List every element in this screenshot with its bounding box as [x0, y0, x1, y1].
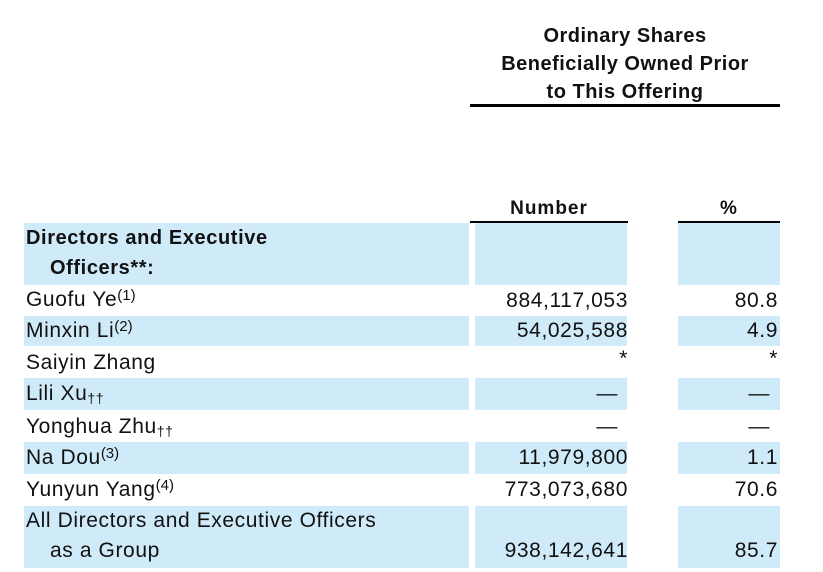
- column-header-number: Number: [510, 198, 588, 219]
- row-percent: —: [748, 415, 770, 438]
- row-percent: 1.1: [747, 446, 778, 469]
- group-header-line-1: Ordinary Shares: [543, 25, 707, 47]
- footnote-ref: ††: [156, 423, 174, 439]
- table-group-header: Ordinary Shares Beneficially Owned Prior…: [470, 22, 780, 106]
- total-percent: 85.7: [734, 539, 778, 562]
- section-header-row: Directors and Executive Officers**:: [24, 223, 780, 285]
- group-header-line-3: to This Offering: [546, 81, 704, 103]
- table-row: Minxin Li(2) 54,025,588 4.9: [24, 316, 780, 346]
- row-name: Na Dou(3): [26, 445, 120, 469]
- section-header-line-1: Directors and Executive: [26, 227, 268, 249]
- group-header-line-2: Beneficially Owned Prior: [501, 53, 749, 75]
- group-header-rule: [470, 104, 780, 107]
- row-name: Yunyun Yang(4): [26, 477, 174, 501]
- row-percent: *: [769, 347, 778, 370]
- row-percent: 4.9: [747, 319, 778, 342]
- table-row: Yonghua Zhu†† — —: [24, 410, 780, 442]
- table-row: Guofu Ye(1) 884,117,053 80.8: [24, 285, 780, 316]
- row-number: 54,025,588: [516, 319, 628, 342]
- number-header-rule: [470, 221, 628, 223]
- table-row: Yunyun Yang(4) 773,073,680 70.6: [24, 474, 780, 506]
- footnote-ref: (3): [100, 445, 120, 462]
- footnote-ref: (1): [117, 287, 136, 304]
- row-number: *: [619, 347, 628, 370]
- table-row: Na Dou(3) 11,979,800 1.1: [24, 442, 780, 474]
- total-number: 938,142,641: [504, 539, 628, 562]
- row-name: Yonghua Zhu††: [26, 415, 174, 439]
- section-header-line-2: Officers**:: [50, 257, 155, 279]
- total-row: All Directors and Executive Officers as …: [24, 506, 780, 568]
- footnote-ref: (2): [114, 318, 133, 335]
- row-name: Saiyin Zhang: [26, 351, 156, 374]
- row-number: —: [596, 415, 618, 438]
- row-number: 884,117,053: [506, 289, 628, 312]
- footnote-ref: ††: [87, 390, 105, 406]
- row-name: Minxin Li(2): [26, 318, 133, 342]
- percent-header-rule: [678, 221, 780, 223]
- total-label-line-1: All Directors and Executive Officers: [26, 509, 377, 532]
- row-name: Lili Xu††: [26, 382, 105, 406]
- row-number: 773,073,680: [504, 478, 628, 501]
- row-name: Guofu Ye(1): [26, 287, 136, 311]
- row-percent: 70.6: [734, 478, 778, 501]
- footnote-ref: (4): [155, 477, 174, 494]
- total-label-line-2: as a Group: [50, 539, 160, 562]
- row-percent: 80.8: [734, 289, 778, 312]
- row-percent: —: [748, 382, 770, 405]
- column-header-percent: %: [720, 198, 738, 219]
- table-row: Lili Xu†† — —: [24, 378, 780, 410]
- row-number: —: [596, 382, 618, 405]
- row-number: 11,979,800: [518, 446, 628, 469]
- table-row: Saiyin Zhang * *: [24, 346, 780, 378]
